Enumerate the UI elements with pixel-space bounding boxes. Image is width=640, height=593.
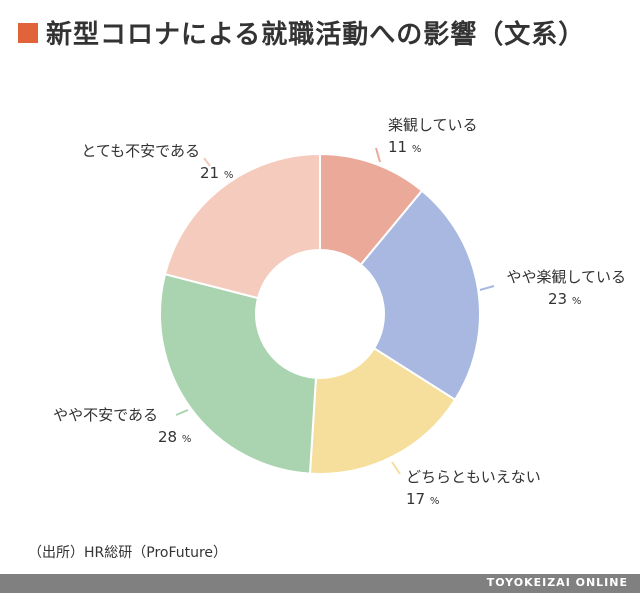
footer-bar: TOYOKEIZAI ONLINE — [0, 574, 640, 593]
chart-title: 新型コロナによる就職活動への影響（文系） — [46, 20, 586, 50]
label-leader-line — [175, 409, 189, 416]
slice-label: とても不安である — [81, 142, 200, 160]
title-block: 新型コロナによる就職活動への影響（文系） — [18, 14, 585, 51]
slice-value-label: 28 % — [158, 428, 191, 446]
label-leader-line — [391, 461, 401, 475]
source-note: （出所）HR総研（ProFuture） — [28, 545, 228, 561]
slice-value-label: 21 % — [200, 164, 233, 182]
label-leader-line — [479, 285, 495, 291]
donut-slice — [359, 189, 481, 402]
donut-slice — [159, 272, 318, 475]
slice-value-label: 23 % — [548, 290, 581, 308]
slice-label: やや不安である — [53, 406, 158, 424]
donut-slice — [308, 346, 457, 475]
donut-slice — [163, 152, 321, 300]
slice-label: やや楽観している — [506, 268, 626, 286]
label-leader-line — [375, 147, 381, 163]
slice-label: どちらともいえない — [406, 468, 541, 486]
slice-value-label: 17 % — [406, 490, 439, 508]
slice-label: 楽観している — [388, 116, 478, 134]
title-marker — [18, 22, 38, 43]
label-leader-line — [203, 157, 211, 167]
footer-brand: TOYOKEIZAI ONLINE — [486, 576, 628, 589]
slice-value-label: 11 % — [388, 138, 421, 156]
